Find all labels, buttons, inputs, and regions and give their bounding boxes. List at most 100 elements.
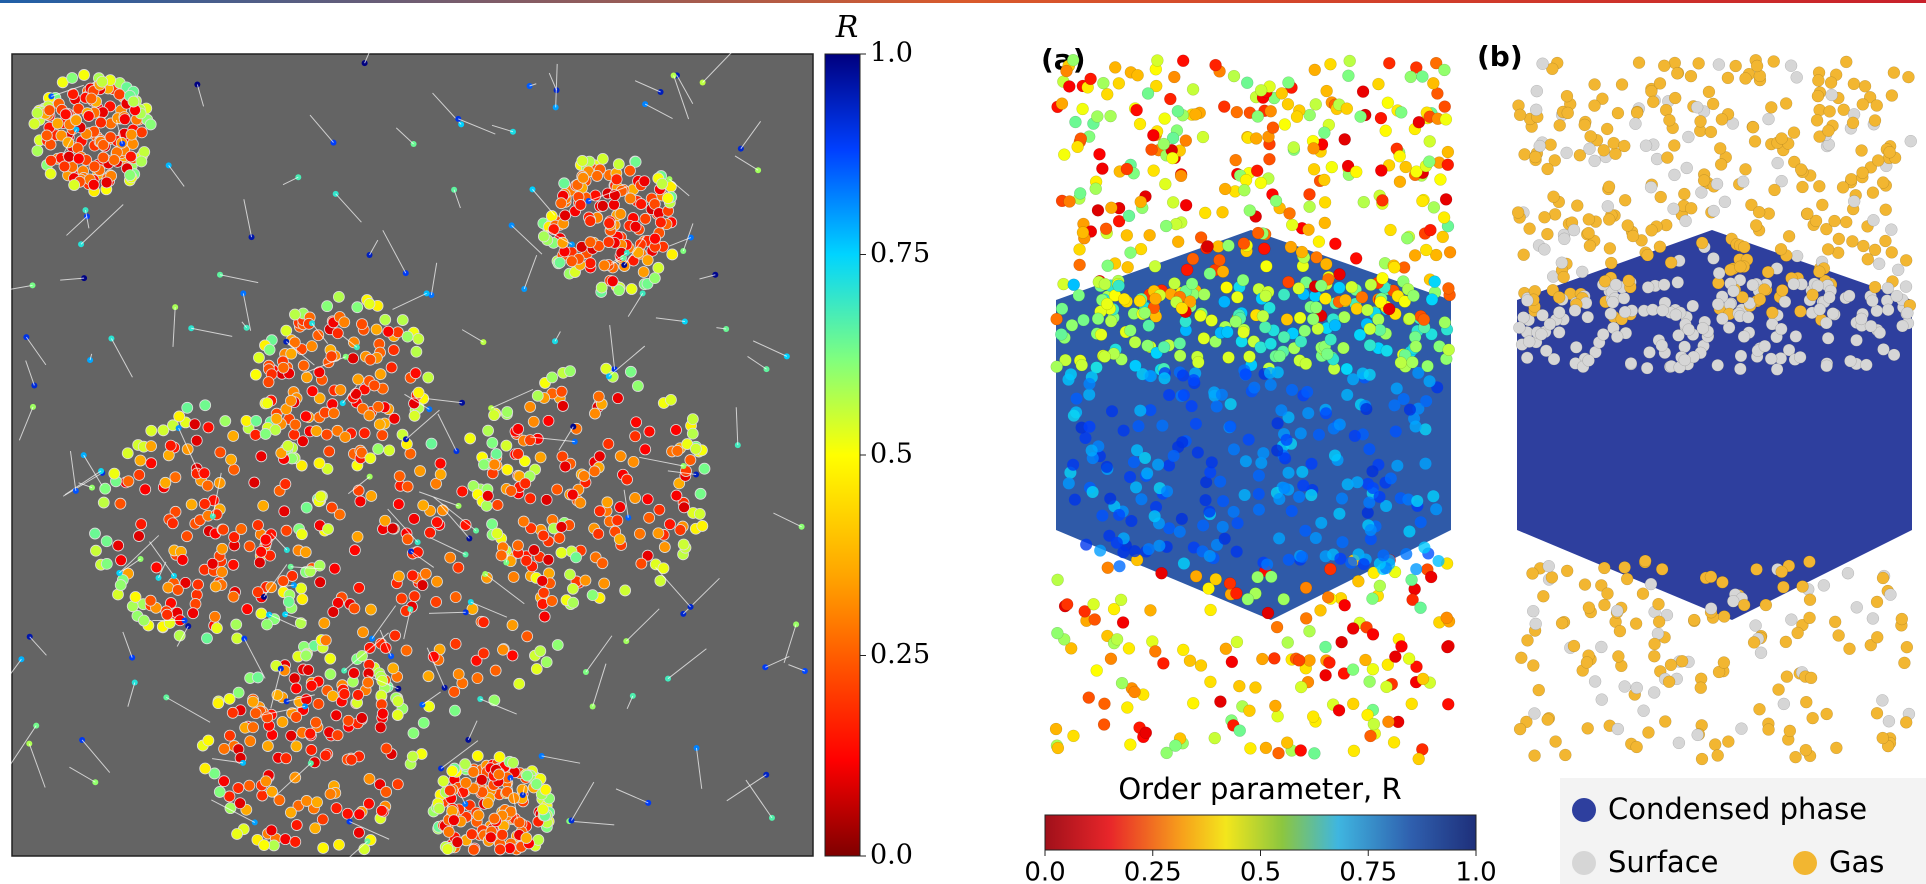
particle	[1693, 57, 1705, 69]
cell	[423, 372, 434, 383]
particle	[1125, 247, 1137, 259]
cell	[639, 176, 650, 187]
particle	[1583, 602, 1595, 614]
particle	[1206, 456, 1218, 468]
particle	[1568, 224, 1580, 236]
particle	[1190, 570, 1202, 582]
particle	[1542, 714, 1554, 726]
particle	[1879, 235, 1891, 247]
particle	[1238, 326, 1250, 338]
cell	[356, 319, 367, 330]
particle	[1187, 697, 1199, 709]
cell	[145, 119, 156, 130]
particle	[1530, 104, 1542, 116]
particle	[1775, 323, 1787, 335]
particle	[1192, 356, 1204, 368]
cell	[252, 672, 263, 683]
particle	[1682, 131, 1694, 143]
cell	[649, 273, 660, 284]
cell	[244, 780, 255, 791]
particle	[1877, 732, 1889, 744]
particle	[1896, 320, 1908, 332]
particle	[1134, 295, 1146, 307]
particle	[1718, 657, 1730, 669]
particle	[1754, 293, 1766, 305]
particle	[1892, 264, 1904, 276]
particle	[1902, 71, 1914, 83]
particle	[1602, 200, 1614, 212]
particle	[1410, 563, 1422, 575]
cell	[353, 689, 364, 700]
particle	[1800, 696, 1812, 708]
particle	[1303, 224, 1315, 236]
particle	[1637, 588, 1649, 600]
particle	[1605, 308, 1617, 320]
cell	[266, 825, 277, 836]
particle	[1631, 682, 1643, 694]
particle	[1785, 614, 1797, 626]
tick-label: 0.0	[870, 840, 913, 871]
particle	[1231, 291, 1243, 303]
particle	[1060, 65, 1072, 77]
particle	[1559, 749, 1571, 761]
particle	[1367, 628, 1379, 640]
particle	[1383, 57, 1395, 69]
particle	[1167, 152, 1179, 164]
particle	[1643, 346, 1655, 358]
particle	[1163, 389, 1175, 401]
cell	[653, 528, 664, 539]
particle	[1174, 350, 1186, 362]
particle	[1640, 140, 1652, 152]
particle	[1605, 257, 1617, 269]
cell	[531, 663, 542, 674]
cell	[256, 451, 267, 462]
particle	[1249, 682, 1261, 694]
particle	[1322, 591, 1334, 603]
cell	[261, 619, 272, 630]
particle	[1556, 257, 1568, 269]
tick-label: 0.5	[1240, 858, 1281, 884]
cell	[642, 494, 653, 505]
particle	[1589, 78, 1601, 90]
particle	[1368, 718, 1380, 730]
particle	[1129, 686, 1141, 698]
particle	[1333, 268, 1345, 280]
particle	[1685, 70, 1697, 82]
particle	[1295, 681, 1307, 693]
particle	[1442, 146, 1454, 158]
cell	[453, 669, 464, 680]
particle	[1737, 176, 1749, 188]
particle	[1884, 589, 1896, 601]
particle	[1099, 351, 1111, 363]
particle	[1781, 671, 1793, 683]
particle	[1233, 680, 1245, 692]
particle	[1425, 571, 1437, 583]
particle	[1751, 563, 1763, 575]
cell	[468, 766, 479, 777]
cell	[320, 750, 331, 761]
cell	[257, 790, 268, 801]
particle	[1135, 196, 1147, 208]
particle	[1130, 481, 1142, 493]
particle	[1797, 581, 1809, 593]
particle	[1117, 616, 1129, 628]
cell	[450, 638, 461, 649]
particle	[1665, 659, 1677, 671]
cell	[514, 817, 525, 828]
particle	[1080, 539, 1092, 551]
particle	[1349, 430, 1361, 442]
particle	[1168, 71, 1180, 83]
particle	[1814, 303, 1826, 315]
particle	[1527, 659, 1539, 671]
particle	[1278, 289, 1290, 301]
particle	[1901, 641, 1913, 653]
particle	[1691, 101, 1703, 113]
cell	[182, 402, 193, 413]
particle	[1278, 331, 1290, 343]
cell	[217, 543, 228, 554]
cell	[690, 443, 701, 454]
particle	[1843, 643, 1855, 655]
cell	[122, 448, 133, 459]
cell	[353, 827, 364, 838]
cell	[502, 406, 513, 417]
